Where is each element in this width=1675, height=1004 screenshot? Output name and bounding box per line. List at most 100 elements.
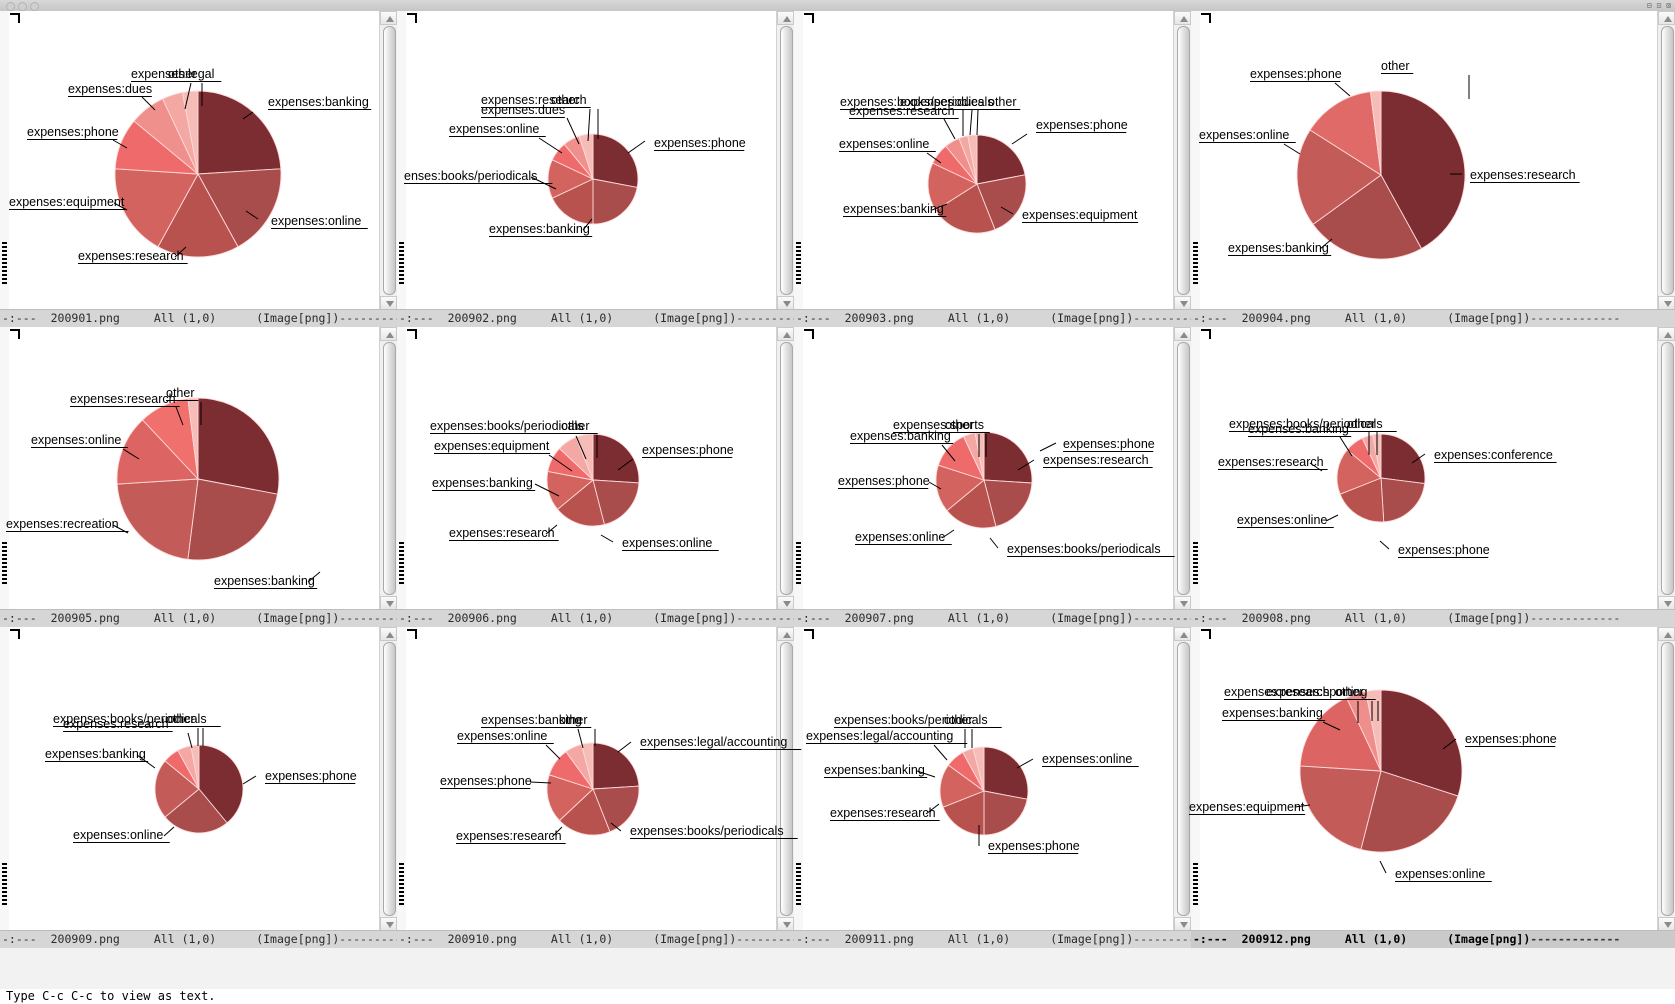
truncation-mark-icon bbox=[407, 629, 417, 639]
emacs-window[interactable]: -:--- 200903.png All (1,0) (Image[png])----… bbox=[794, 11, 1191, 327]
scroll-up-icon[interactable] bbox=[1658, 327, 1675, 341]
scroll-up-icon[interactable] bbox=[380, 627, 397, 641]
scroll-down-icon[interactable] bbox=[380, 917, 397, 931]
scroll-down-icon[interactable] bbox=[1174, 596, 1191, 610]
mode-line[interactable]: -:--- 200904.png All (1,0) (Image[png])----… bbox=[1191, 309, 1675, 327]
mode-line-filler: ------------- bbox=[736, 932, 794, 946]
image-buffer[interactable] bbox=[397, 11, 794, 310]
vertical-scrollbar[interactable] bbox=[1173, 327, 1191, 610]
scrollbar-thumb[interactable] bbox=[383, 642, 396, 916]
vertical-scrollbar[interactable] bbox=[379, 11, 397, 310]
vertical-scrollbar[interactable] bbox=[379, 327, 397, 610]
scroll-up-icon[interactable] bbox=[1658, 11, 1675, 25]
pie-chart bbox=[406, 627, 777, 931]
emacs-window[interactable]: -:--- 200902.png All (1,0) (Image[png])----… bbox=[397, 11, 794, 327]
image-buffer[interactable] bbox=[397, 327, 794, 610]
scrollbar-thumb[interactable] bbox=[383, 342, 396, 595]
scroll-up-icon[interactable] bbox=[1174, 11, 1191, 25]
image-buffer[interactable] bbox=[794, 627, 1191, 931]
mode-line[interactable]: -:--- 200901.png All (1,0) (Image[png])----… bbox=[0, 309, 397, 327]
mode-line[interactable]: -:--- 200910.png All (1,0) (Image[png])----… bbox=[397, 930, 794, 948]
close-icon[interactable] bbox=[6, 2, 15, 11]
mode-line[interactable]: -:--- 200902.png All (1,0) (Image[png])----… bbox=[397, 309, 794, 327]
emacs-window[interactable]: -:--- 200906.png All (1,0) (Image[png])----… bbox=[397, 327, 794, 627]
pie-slice bbox=[187, 397, 199, 480]
scroll-down-icon[interactable] bbox=[1658, 296, 1675, 310]
scroll-up-icon[interactable] bbox=[1174, 327, 1191, 341]
scrollbar-thumb[interactable] bbox=[1177, 342, 1190, 595]
vertical-scrollbar[interactable] bbox=[1657, 327, 1675, 610]
mode-line-major-mode: (Image[png]) bbox=[1447, 311, 1531, 325]
vertical-scrollbar[interactable] bbox=[1173, 11, 1191, 310]
emacs-window[interactable]: -:--- 200905.png All (1,0) (Image[png])----… bbox=[0, 327, 397, 627]
scrollbar-thumb[interactable] bbox=[780, 342, 793, 595]
mode-line-buffer-name: 200911.png bbox=[844, 932, 914, 946]
pie-slice bbox=[592, 479, 640, 526]
pie-slice bbox=[116, 478, 199, 560]
emacs-window[interactable]: -:--- 200908.png All (1,0) (Image[png])----… bbox=[1191, 327, 1675, 627]
scroll-up-icon[interactable] bbox=[777, 11, 794, 25]
scroll-up-icon[interactable] bbox=[1658, 627, 1675, 641]
vertical-scrollbar[interactable] bbox=[1173, 627, 1191, 931]
minimize-icon[interactable] bbox=[18, 2, 27, 11]
scroll-down-icon[interactable] bbox=[777, 596, 794, 610]
emacs-window[interactable]: -:--- 200911.png All (1,0) (Image[png])----… bbox=[794, 627, 1191, 948]
scrollbar-thumb[interactable] bbox=[1661, 342, 1674, 595]
scroll-down-icon[interactable] bbox=[380, 296, 397, 310]
mode-line[interactable]: -:--- 200908.png All (1,0) (Image[png])----… bbox=[1191, 609, 1675, 627]
chevron-up-icon bbox=[783, 632, 791, 638]
scroll-down-icon[interactable] bbox=[777, 917, 794, 931]
vertical-scrollbar[interactable] bbox=[776, 11, 794, 310]
scroll-up-icon[interactable] bbox=[380, 327, 397, 341]
scrollbar-thumb[interactable] bbox=[780, 26, 793, 295]
scrollbar-thumb[interactable] bbox=[1177, 642, 1190, 916]
image-buffer[interactable] bbox=[794, 327, 1191, 610]
image-buffer[interactable] bbox=[1191, 11, 1675, 310]
emacs-window[interactable]: -:--- 200907.png All (1,0) (Image[png])----… bbox=[794, 327, 1191, 627]
window-controls-glyphs[interactable]: ⊟ ⊡ ⊠ bbox=[1646, 1, 1671, 10]
vertical-scrollbar[interactable] bbox=[776, 327, 794, 610]
vertical-scrollbar[interactable] bbox=[1657, 11, 1675, 310]
mode-line[interactable]: -:--- 200912.png All (1,0) (Image[png])----… bbox=[1191, 930, 1675, 948]
mode-line[interactable]: -:--- 200911.png All (1,0) (Image[png])----… bbox=[794, 930, 1191, 948]
image-buffer[interactable] bbox=[794, 11, 1191, 310]
scrollbar-thumb[interactable] bbox=[1661, 642, 1674, 916]
vertical-scrollbar[interactable] bbox=[1657, 627, 1675, 931]
emacs-window[interactable]: -:--- 200910.png All (1,0) (Image[png])----… bbox=[397, 627, 794, 948]
maximize-icon[interactable] bbox=[30, 2, 39, 11]
image-buffer[interactable] bbox=[0, 327, 397, 610]
scroll-up-icon[interactable] bbox=[777, 327, 794, 341]
emacs-window[interactable]: -:--- 200904.png All (1,0) (Image[png])----… bbox=[1191, 11, 1675, 327]
image-buffer[interactable] bbox=[1191, 327, 1675, 610]
scroll-down-icon[interactable] bbox=[380, 596, 397, 610]
scroll-up-icon[interactable] bbox=[380, 11, 397, 25]
scrollbar-thumb[interactable] bbox=[383, 26, 396, 295]
mode-line-filler: ------------- bbox=[1133, 311, 1191, 325]
emacs-window[interactable]: -:--- 200912.png All (1,0) (Image[png])----… bbox=[1191, 627, 1675, 948]
image-buffer[interactable] bbox=[0, 627, 397, 931]
scrollbar-thumb[interactable] bbox=[1177, 26, 1190, 295]
mode-line[interactable]: -:--- 200909.png All (1,0) (Image[png])----… bbox=[0, 930, 397, 948]
image-buffer[interactable] bbox=[397, 627, 794, 931]
mode-line[interactable]: -:--- 200907.png All (1,0) (Image[png])----… bbox=[794, 609, 1191, 627]
vertical-scrollbar[interactable] bbox=[776, 627, 794, 931]
pie-slice bbox=[592, 133, 639, 188]
scroll-down-icon[interactable] bbox=[777, 296, 794, 310]
mode-line[interactable]: -:--- 200905.png All (1,0) (Image[png])----… bbox=[0, 609, 397, 627]
image-buffer[interactable] bbox=[0, 11, 397, 310]
scroll-down-icon[interactable] bbox=[1174, 917, 1191, 931]
scroll-down-icon[interactable] bbox=[1174, 296, 1191, 310]
vertical-scrollbar[interactable] bbox=[379, 627, 397, 931]
scroll-down-icon[interactable] bbox=[1658, 596, 1675, 610]
scrollbar-thumb[interactable] bbox=[1661, 26, 1674, 295]
left-fringe bbox=[1191, 627, 1200, 931]
mode-line[interactable]: -:--- 200903.png All (1,0) (Image[png])----… bbox=[794, 309, 1191, 327]
scroll-up-icon[interactable] bbox=[777, 627, 794, 641]
emacs-window[interactable]: -:--- 200909.png All (1,0) (Image[png])----… bbox=[0, 627, 397, 948]
mode-line[interactable]: -:--- 200906.png All (1,0) (Image[png])----… bbox=[397, 609, 794, 627]
scroll-down-icon[interactable] bbox=[1658, 917, 1675, 931]
scrollbar-thumb[interactable] bbox=[780, 642, 793, 916]
emacs-window[interactable]: -:--- 200901.png All (1,0) (Image[png])----… bbox=[0, 11, 397, 327]
image-buffer[interactable] bbox=[1191, 627, 1675, 931]
scroll-up-icon[interactable] bbox=[1174, 627, 1191, 641]
